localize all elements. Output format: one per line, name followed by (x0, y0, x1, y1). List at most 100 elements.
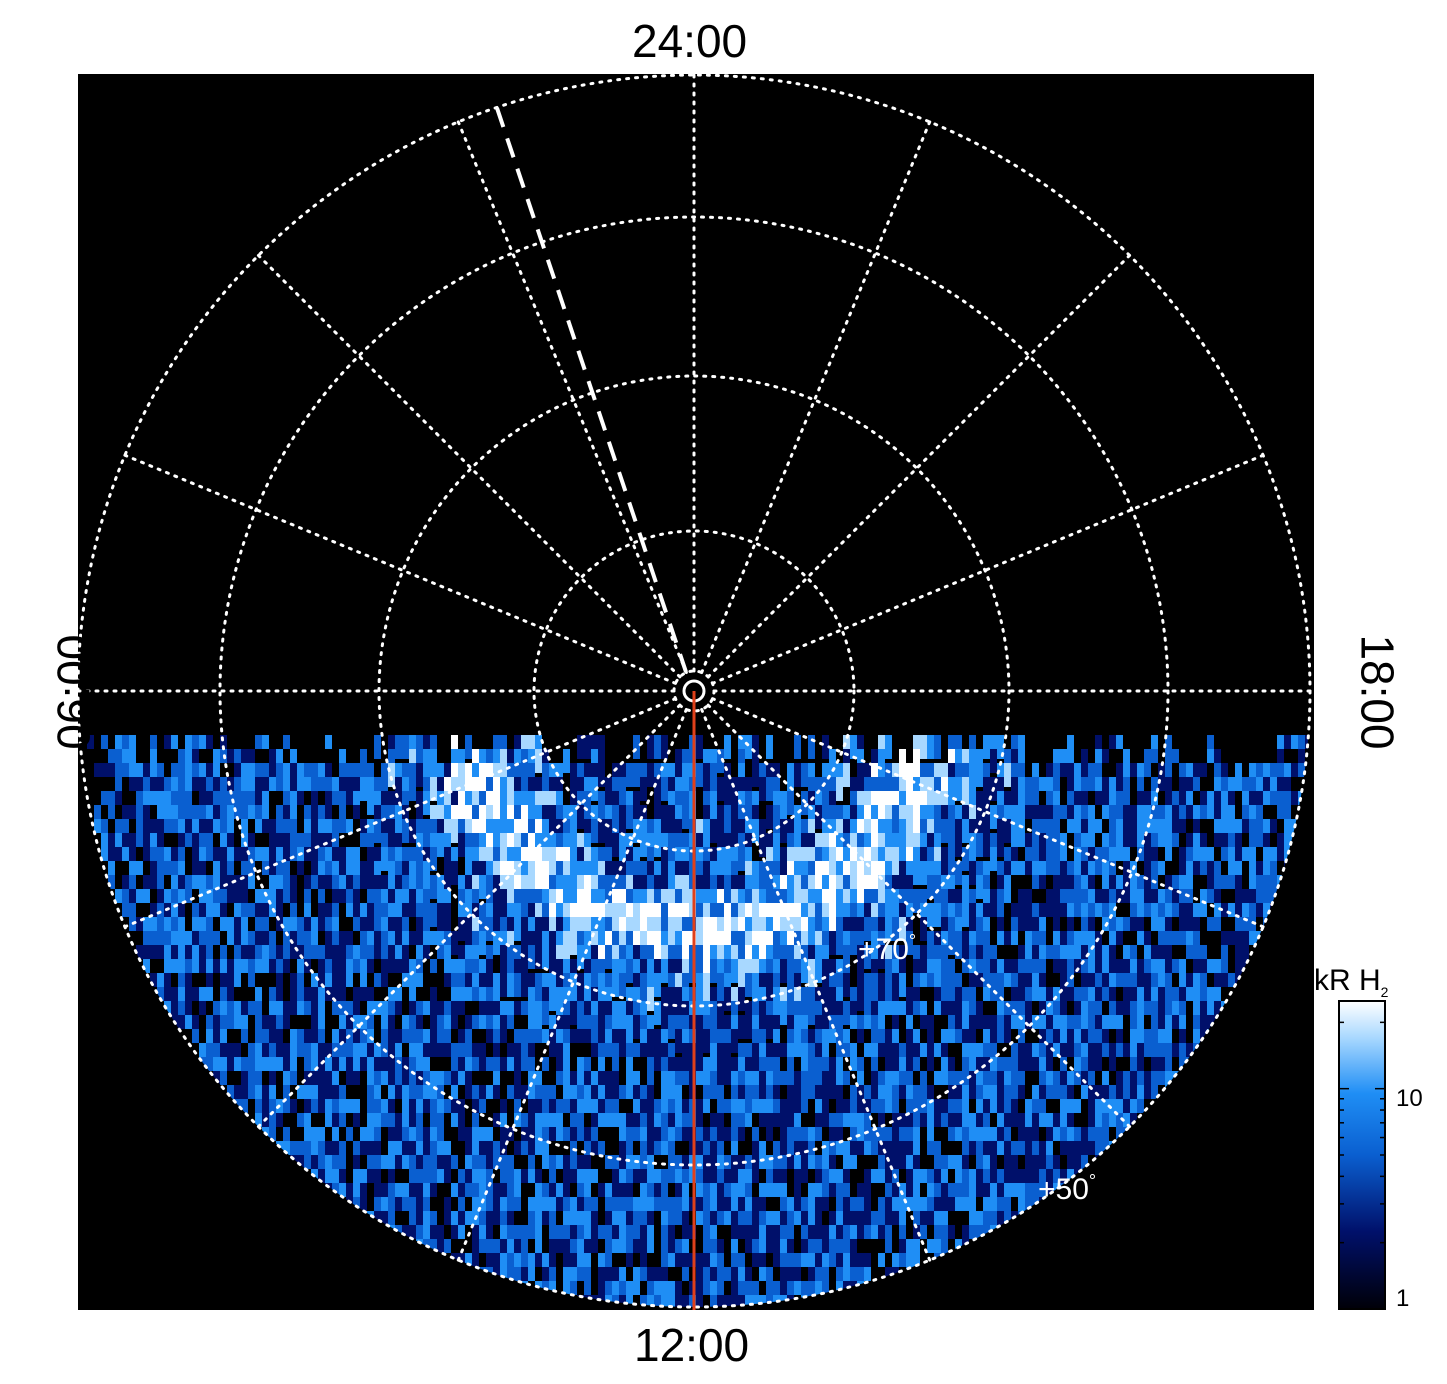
emission-cell (514, 959, 521, 983)
emission-cell (311, 1029, 318, 1043)
emission-cell (388, 1015, 395, 1029)
emission-cell (948, 1029, 955, 1043)
emission-cell (122, 805, 129, 819)
emission-cell (220, 987, 227, 1001)
emission-cell (1277, 791, 1284, 805)
emission-cell (220, 945, 227, 959)
emission-cell (206, 847, 213, 861)
emission-cell (1137, 917, 1144, 931)
emission-cell (1095, 903, 1102, 917)
emission-cell (864, 945, 871, 969)
emission-cell (794, 1015, 801, 1039)
emission-cell (822, 1155, 829, 1169)
emission-cell (829, 1225, 836, 1239)
emission-cell (612, 903, 619, 927)
emission-cell (353, 1141, 360, 1155)
emission-cell (1277, 749, 1284, 763)
emission-cell (822, 833, 829, 857)
emission-cell (948, 777, 955, 801)
emission-cell (507, 1197, 514, 1211)
emission-cell (1277, 763, 1284, 777)
emission-cell (941, 973, 948, 987)
emission-cell (801, 945, 808, 969)
emission-cell (1074, 763, 1081, 777)
emission-cell (500, 1113, 507, 1127)
emission-cell (1158, 763, 1165, 777)
emission-cell (640, 1099, 647, 1113)
emission-cell (857, 1029, 864, 1043)
emission-cell (542, 945, 549, 969)
emission-cell (864, 1015, 871, 1029)
emission-cell (913, 1001, 920, 1015)
emission-cell (745, 1225, 752, 1239)
emission-cell (500, 1141, 507, 1155)
emission-cell (325, 735, 332, 749)
emission-cell (381, 833, 388, 857)
emission-cell (913, 987, 920, 1001)
emission-cell (479, 763, 486, 787)
emission-cell (1046, 763, 1053, 777)
emission-cell (423, 1197, 430, 1211)
emission-cell (885, 973, 892, 997)
emission-cell (955, 945, 962, 959)
emission-cell (955, 987, 962, 1001)
emission-cell (710, 1155, 717, 1169)
emission-cell (535, 875, 542, 899)
emission-cell (1123, 987, 1130, 1001)
emission-cell (1172, 1001, 1179, 1015)
emission-cell (906, 889, 913, 913)
emission-cell (1151, 749, 1158, 763)
emission-cell (472, 805, 479, 829)
emission-cell (759, 1211, 766, 1225)
emission-cell (997, 1141, 1004, 1155)
emission-cell (990, 1183, 997, 1197)
emission-cell (332, 889, 339, 903)
emission-cell (584, 1001, 591, 1025)
emission-cell (892, 819, 899, 843)
emission-cell (850, 1015, 857, 1029)
emission-cell (262, 763, 269, 777)
emission-cell (1186, 861, 1193, 875)
emission-cell (486, 819, 493, 843)
emission-cell (122, 833, 129, 847)
emission-cell (1130, 1071, 1137, 1085)
emission-cell (577, 987, 584, 1011)
emission-cell (955, 1113, 962, 1127)
emission-cell (1109, 1085, 1116, 1099)
emission-cell (1207, 1015, 1214, 1029)
emission-cell (563, 1169, 570, 1183)
emission-cell (178, 861, 185, 875)
emission-cell (654, 973, 661, 997)
emission-cell (1039, 959, 1046, 973)
emission-cell (633, 791, 640, 815)
emission-cell (402, 791, 409, 815)
emission-cell (1123, 945, 1130, 959)
emission-cell (332, 1057, 339, 1071)
emission-cell (486, 861, 493, 885)
emission-cell (857, 805, 864, 829)
emission-cell (535, 777, 542, 801)
emission-cell (675, 819, 682, 843)
emission-cell (654, 735, 661, 759)
emission-cell (703, 889, 710, 913)
emission-cell (395, 903, 402, 917)
emission-cell (1025, 973, 1032, 987)
emission-cell (612, 1155, 619, 1169)
emission-cell (941, 1057, 948, 1071)
emission-cell (556, 987, 563, 1011)
emission-cell (892, 903, 899, 927)
emission-cell (220, 875, 227, 889)
emission-cell (409, 1155, 416, 1169)
emission-cell (241, 917, 248, 931)
emission-cell (731, 1267, 738, 1281)
emission-cell (808, 1001, 815, 1025)
emission-cell (1179, 791, 1186, 805)
emission-cell (661, 763, 668, 787)
emission-cell (724, 1043, 731, 1057)
emission-cell (696, 1211, 703, 1225)
emission-cell (577, 931, 584, 955)
emission-cell (780, 1113, 787, 1127)
emission-cell (899, 1155, 906, 1169)
emission-cell (507, 889, 514, 913)
emission-cell (521, 903, 528, 927)
